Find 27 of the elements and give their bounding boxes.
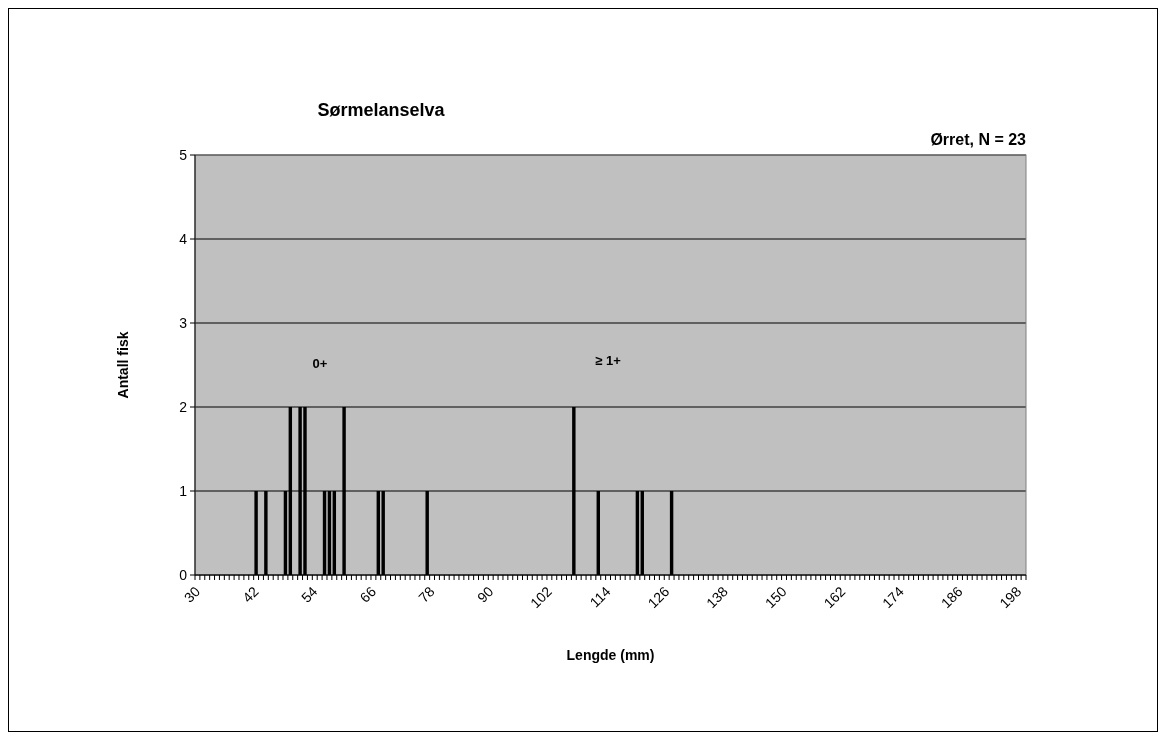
x-tick-label: 150 bbox=[761, 583, 790, 612]
x-tick-label: 114 bbox=[586, 583, 614, 611]
x-tick-label: 162 bbox=[820, 583, 849, 612]
x-tick-label: 54 bbox=[298, 583, 321, 606]
y-tick-label: 1 bbox=[179, 482, 188, 499]
x-tick-label: 138 bbox=[703, 583, 732, 612]
x-tick-label: 174 bbox=[879, 583, 908, 612]
text: Ørret, N = 23 bbox=[930, 131, 1027, 148]
x-tick-label: 78 bbox=[415, 583, 438, 606]
x-tick-label: 42 bbox=[239, 583, 262, 606]
y-axis-title: Antall fisk bbox=[115, 331, 131, 399]
x-tick-label: 66 bbox=[356, 583, 380, 606]
x-tick-label: 186 bbox=[937, 583, 966, 612]
x-axis-title: Lengde (mm) bbox=[566, 647, 655, 663]
x-tick-label: 102 bbox=[527, 583, 556, 612]
x-tick-label: 90 bbox=[474, 583, 497, 606]
y-tick-label: 4 bbox=[179, 230, 188, 247]
y-tick-label: 0 bbox=[179, 566, 188, 583]
x-tick-label: 198 bbox=[996, 583, 1025, 612]
annotation: 0+ bbox=[312, 356, 328, 371]
annotation: ≥ 1+ bbox=[595, 353, 622, 368]
y-tick-label: 2 bbox=[179, 398, 188, 415]
chart-title: Sørmelanselva bbox=[317, 100, 446, 120]
y-tick-label: 3 bbox=[179, 314, 188, 331]
x-tick-label: 30 bbox=[180, 583, 204, 606]
x-tick-label: 126 bbox=[644, 583, 673, 612]
y-tick-label: 5 bbox=[179, 146, 188, 163]
